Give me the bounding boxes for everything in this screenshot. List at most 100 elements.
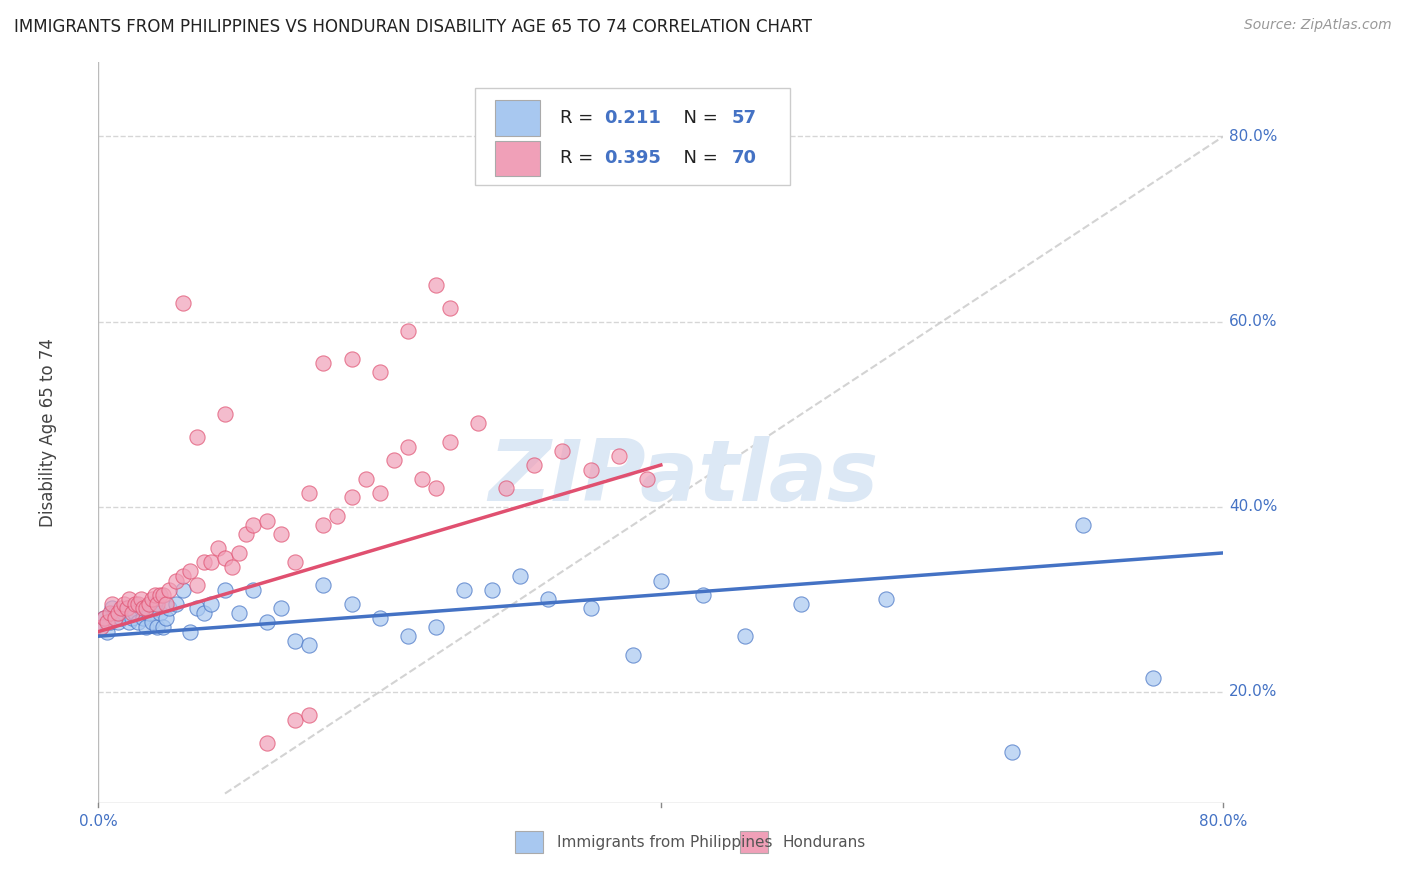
Point [298, 639, 321, 653]
Text: N =: N = [672, 149, 724, 168]
Point [270, 601, 292, 615]
Point [650, 574, 672, 588]
Point [104, 610, 127, 624]
Point [1142, 671, 1164, 685]
Point [152, 588, 174, 602]
Point [127, 615, 149, 630]
Point [200, 555, 222, 569]
Point [425, 620, 447, 634]
Point [112, 597, 135, 611]
Point [132, 610, 155, 624]
Point [179, 565, 201, 579]
Point [165, 597, 187, 611]
Point [242, 582, 264, 597]
Point [172, 582, 194, 597]
Point [107, 606, 129, 620]
Point [141, 615, 163, 630]
Point [439, 301, 461, 315]
Point [607, 449, 630, 463]
Point [312, 356, 335, 370]
Point [368, 366, 391, 380]
Point [186, 601, 208, 615]
Text: IMMIGRANTS FROM PHILIPPINES VS HONDURAN DISABILITY AGE 65 TO 74 CORRELATION CHAR: IMMIGRANTS FROM PHILIPPINES VS HONDURAN … [14, 18, 813, 36]
Point [186, 578, 208, 592]
Point [110, 601, 132, 615]
Point [186, 430, 208, 444]
Point [118, 592, 141, 607]
Point [537, 592, 560, 607]
Point [214, 550, 236, 565]
Text: Immigrants from Philippines: Immigrants from Philippines [557, 835, 773, 849]
Point [875, 592, 897, 607]
Point [115, 601, 138, 615]
Point [118, 615, 141, 630]
Point [124, 606, 146, 620]
Point [152, 620, 174, 634]
Point [242, 518, 264, 533]
Point [127, 597, 149, 611]
Point [467, 417, 489, 431]
Point [579, 601, 602, 615]
FancyBboxPatch shape [475, 88, 790, 185]
Point [172, 296, 194, 310]
Point [256, 736, 278, 750]
Text: 80.0%: 80.0% [1199, 814, 1247, 829]
FancyBboxPatch shape [515, 831, 543, 853]
Text: 70: 70 [731, 149, 756, 168]
Point [298, 707, 321, 722]
Point [326, 508, 349, 523]
Point [425, 277, 447, 292]
Point [143, 588, 166, 602]
Point [193, 555, 215, 569]
Point [425, 481, 447, 495]
Point [193, 606, 215, 620]
Point [90, 620, 112, 634]
Point [228, 606, 250, 620]
Point [790, 597, 813, 611]
Point [396, 629, 419, 643]
Point [228, 546, 250, 560]
Point [411, 472, 433, 486]
Point [149, 606, 172, 620]
Point [495, 481, 517, 495]
Point [636, 472, 658, 486]
Text: 57: 57 [731, 109, 756, 127]
Point [284, 633, 307, 648]
Point [155, 597, 177, 611]
Point [93, 610, 115, 624]
Point [453, 582, 475, 597]
Point [312, 518, 335, 533]
Point [121, 606, 143, 620]
FancyBboxPatch shape [495, 100, 540, 136]
Point [368, 610, 391, 624]
Point [107, 615, 129, 630]
Point [298, 485, 321, 500]
Point [340, 597, 363, 611]
Point [146, 597, 169, 611]
Point [96, 624, 118, 639]
Point [368, 485, 391, 500]
Point [396, 324, 419, 338]
Point [509, 569, 531, 583]
FancyBboxPatch shape [495, 141, 540, 176]
Point [138, 606, 160, 620]
Point [340, 351, 363, 366]
Point [172, 569, 194, 583]
Point [124, 597, 146, 611]
Point [551, 444, 574, 458]
Point [1001, 745, 1024, 759]
Point [235, 527, 257, 541]
Text: N =: N = [672, 109, 724, 127]
Point [221, 559, 243, 574]
Point [340, 491, 363, 505]
Point [439, 434, 461, 449]
Text: 0.395: 0.395 [605, 149, 661, 168]
Point [155, 610, 177, 624]
Point [98, 615, 121, 630]
Text: Source: ZipAtlas.com: Source: ZipAtlas.com [1244, 18, 1392, 32]
Point [523, 458, 546, 472]
Point [256, 514, 278, 528]
Point [129, 601, 152, 615]
Point [93, 610, 115, 624]
Point [110, 610, 132, 624]
